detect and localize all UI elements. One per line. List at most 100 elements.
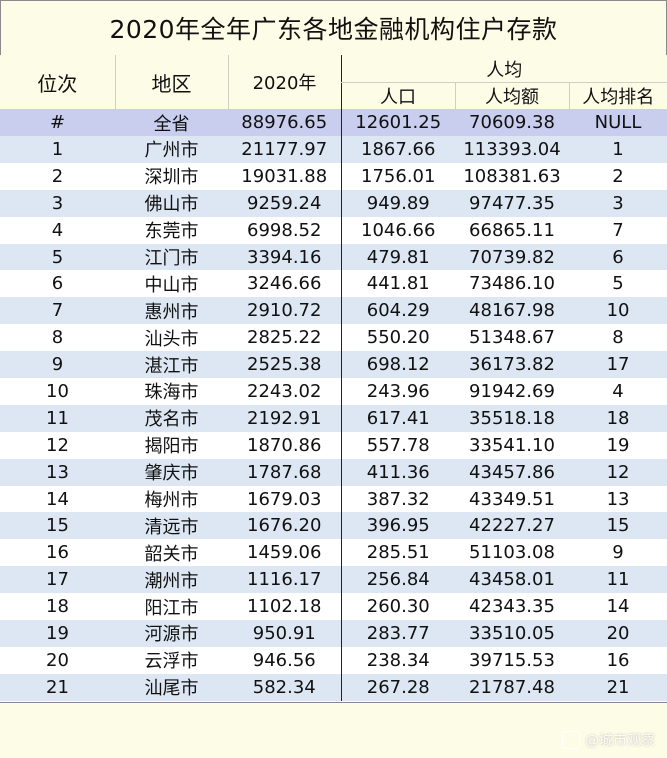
watermark-text: @城市观察 [585,733,655,749]
cell-per-capita-rank: 16 [569,646,667,674]
cell-deposit: 1787.68 [228,458,341,486]
cell-deposit: 19031.88 [228,162,341,190]
cell-population: 1046.66 [340,216,455,244]
cell-per-capita-rank: 9 [569,539,667,567]
table-row: 2 深圳市 19031.88 1756.01 108381.63 2 [0,162,667,190]
table-row: 5 江门市 3394.16 479.81 70739.82 6 [0,243,667,271]
cell-per-capita: 48167.98 [455,297,569,325]
cell-region: 肇庆市 [115,458,228,486]
cell-per-capita-rank: 11 [569,566,667,594]
cell-deposit: 2192.91 [228,404,341,432]
cell-population: 243.96 [340,378,455,405]
cell-region: 阳江市 [115,593,228,621]
cell-deposit: 950.91 [228,620,341,647]
table-row: 20 云浮市 946.56 238.34 39715.53 16 [0,646,667,674]
cell-rank: 21 [0,673,115,701]
table-row: 3 佛山市 9259.24 949.89 97477.35 3 [0,189,667,217]
cell-deposit: 1676.20 [228,512,341,540]
cell-region: 汕尾市 [115,673,228,701]
cell-rank: 17 [0,566,115,594]
header-year: 2020年 [228,55,341,109]
table-row: 10 珠海市 2243.02 243.96 91942.69 4 [0,378,667,405]
cell-per-capita-rank: 17 [569,351,667,379]
cell-population: 617.41 [340,404,455,432]
table-row: 16 韶关市 1459.06 285.51 51103.08 9 [0,539,667,567]
cell-per-capita: 35518.18 [455,404,569,432]
cell-per-capita: 43349.51 [455,485,569,513]
table-row: 17 潮州市 1116.17 256.84 43458.01 11 [0,566,667,594]
cell-population: 479.81 [340,243,455,271]
cell-region: 韶关市 [115,539,228,567]
cell-per-capita-rank: 2 [569,162,667,190]
cell-per-capita: 108381.63 [455,162,569,190]
cell-rank: # [0,109,115,136]
cell-region: 湛江市 [115,351,228,379]
cell-population: 260.30 [340,593,455,621]
cell-region: 汕头市 [115,324,228,352]
cell-region: 中山市 [115,270,228,298]
cell-per-capita-rank: 18 [569,404,667,432]
cell-rank: 19 [0,620,115,647]
cell-deposit: 88976.65 [228,109,341,136]
cell-per-capita: 113393.04 [455,136,569,163]
header-per-capita-rank: 人均排名 [568,82,667,109]
table-row: 13 肇庆市 1787.68 411.36 43457.86 12 [0,458,667,486]
cell-per-capita-rank: 8 [569,324,667,352]
cell-region: 清远市 [115,512,228,540]
header-per-capita-group: 人均 [340,55,667,83]
cell-rank: 18 [0,593,115,621]
cell-region: 深圳市 [115,162,228,190]
cell-region: 揭阳市 [115,431,228,459]
cell-deposit: 21177.97 [228,136,341,163]
cell-rank: 13 [0,458,115,486]
cell-per-capita-rank: 3 [569,189,667,217]
cell-deposit: 582.34 [228,673,341,701]
cell-rank: 7 [0,297,115,325]
header-rank: 位次 [0,55,116,109]
header-per-capita-amount: 人均额 [454,82,569,109]
cell-deposit: 1459.06 [228,539,341,567]
cell-per-capita: 33510.05 [455,620,569,647]
cell-population: 949.89 [340,189,455,217]
cell-deposit: 1679.03 [228,485,341,513]
cell-per-capita: 42227.27 [455,512,569,540]
cell-population: 267.28 [340,673,455,701]
cell-rank: 8 [0,324,115,352]
cell-per-capita: 70609.38 [455,109,569,136]
cell-per-capita: 43458.01 [455,566,569,594]
table-title: 2020年全年广东各地金融机构住户存款 [0,0,667,56]
cell-deposit: 2525.38 [228,351,341,379]
cell-rank: 15 [0,512,115,540]
cell-rank: 16 [0,539,115,567]
cell-per-capita-rank: 12 [569,458,667,486]
cell-deposit: 1116.17 [228,566,341,594]
cell-population: 411.36 [340,458,455,486]
cell-population: 557.78 [340,431,455,459]
cell-per-capita-rank: 19 [569,431,667,459]
table-row: 15 清远市 1676.20 396.95 42227.27 15 [0,512,667,540]
table-row: 1 广州市 21177.97 1867.66 113393.04 1 [0,136,667,163]
cell-per-capita-rank: 21 [569,673,667,701]
table-row: 6 中山市 3246.66 441.81 73486.10 5 [0,270,667,298]
cell-rank: 3 [0,189,115,217]
cell-per-capita: 51348.67 [455,324,569,352]
cell-population: 283.77 [340,620,455,647]
cell-rank: 1 [0,136,115,163]
cell-deposit: 1102.18 [228,593,341,621]
cell-population: 285.51 [340,539,455,567]
cell-region: 佛山市 [115,189,228,217]
cell-population: 1756.01 [340,162,455,190]
cell-rank: 12 [0,431,115,459]
cell-per-capita-rank: 5 [569,270,667,298]
cell-per-capita: 36173.82 [455,351,569,379]
cell-rank: 6 [0,270,115,298]
cell-deposit: 3246.66 [228,270,341,298]
table-row: 7 惠州市 2910.72 604.29 48167.98 10 [0,297,667,325]
cell-population: 698.12 [340,351,455,379]
table-row: 18 阳江市 1102.18 260.30 42343.35 14 [0,593,667,621]
cell-per-capita: 42343.35 [455,593,569,621]
table-row: 21 汕尾市 582.34 267.28 21787.48 21 [0,673,667,701]
header-region: 地区 [115,55,229,109]
cell-region: 广州市 [115,136,228,163]
cell-deposit: 3394.16 [228,243,341,271]
